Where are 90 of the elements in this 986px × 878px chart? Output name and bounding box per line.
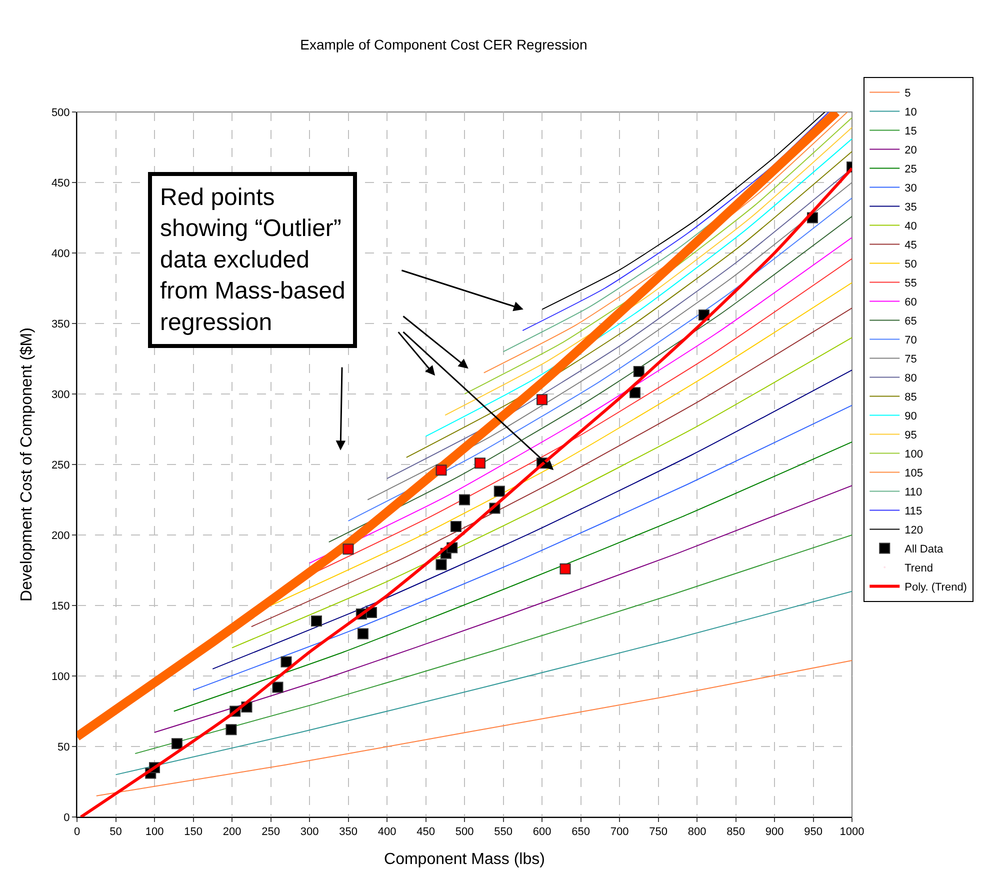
x-tick-label: 550 <box>494 826 512 838</box>
legend-label: 45 <box>904 240 917 252</box>
legend-label: 110 <box>904 486 922 499</box>
line-series <box>192 404 852 691</box>
legend-label: 50 <box>904 258 917 271</box>
x-tick-label: 450 <box>416 826 435 838</box>
chart-title: Example of Component Cost CER Regression <box>300 36 588 52</box>
legend-label: 25 <box>904 164 917 176</box>
line-series <box>173 441 852 712</box>
y-tick-label: 50 <box>58 741 70 754</box>
point <box>171 738 182 750</box>
x-tick-label: 0 <box>74 826 80 838</box>
y-tick-label: 500 <box>51 106 70 119</box>
legend-label: 85 <box>904 392 917 404</box>
point <box>436 464 447 476</box>
x-tick-label: 800 <box>688 826 706 838</box>
y-tick-label: 0 <box>64 812 70 824</box>
point <box>436 559 447 570</box>
legend-label: 75 <box>904 354 917 366</box>
point <box>459 494 470 506</box>
x-tick-label: 300 <box>300 826 319 838</box>
legend-label: 10 <box>904 106 917 119</box>
legend-label: 65 <box>904 316 917 328</box>
legend-label: 70 <box>904 334 917 347</box>
point <box>630 387 640 398</box>
line-series <box>522 112 830 332</box>
legend-label: 115 <box>904 506 922 518</box>
x-tick-label: 1000 <box>840 826 864 838</box>
legend-label: 30 <box>904 182 917 195</box>
point <box>633 366 644 377</box>
x-tick-label: 850 <box>726 826 745 838</box>
line-series <box>115 590 852 776</box>
point <box>494 486 505 497</box>
line-series <box>96 660 852 796</box>
y-tick-label: 350 <box>51 318 70 330</box>
y-tick-label: 150 <box>51 600 70 612</box>
x-tick-label: 200 <box>222 826 242 838</box>
x-tick-label: 150 <box>184 826 202 838</box>
point <box>226 724 237 736</box>
y-axis-title: Development Cost of Component ($M) <box>18 328 36 602</box>
x-tick-label: 950 <box>804 826 822 838</box>
line-series <box>542 112 826 310</box>
legend-label: 80 <box>904 372 917 385</box>
point <box>310 616 322 627</box>
point <box>474 458 486 469</box>
point <box>357 628 368 640</box>
legend-label: 5 <box>904 88 911 100</box>
line-series <box>154 485 852 733</box>
y-tick-label: 400 <box>51 248 70 260</box>
legend-label: 20 <box>904 144 917 157</box>
x-tick-label: 750 <box>649 826 668 838</box>
x-tick-label: 900 <box>765 826 784 838</box>
point <box>536 394 548 406</box>
x-tick-label: 400 <box>378 826 396 838</box>
x-tick-label: 350 <box>339 826 358 838</box>
point <box>272 682 284 693</box>
point <box>560 563 571 574</box>
legend-label: 105 <box>904 468 923 480</box>
annotation: Red points showing “Outlier” data excluded from Mass-based regression <box>160 184 346 336</box>
line-series <box>212 370 852 670</box>
point <box>280 656 292 668</box>
legend-label: 35 <box>904 202 917 214</box>
legend-label: 120 <box>904 524 923 537</box>
legend-label: 55 <box>904 278 917 290</box>
y-tick-label: 200 <box>51 530 70 542</box>
x-tick-label: 650 <box>572 826 590 838</box>
x-tick-label: 700 <box>610 826 629 838</box>
y-tick-label: 100 <box>51 670 70 683</box>
point <box>450 521 462 532</box>
legend-label: All Data <box>904 544 944 556</box>
legend-label: 95 <box>904 430 917 442</box>
x-axis-title: Component Mass (lbs) <box>384 850 545 868</box>
x-tick-label: 100 <box>145 826 164 838</box>
y-tick-label: 450 <box>51 177 70 190</box>
x-tick-label: 500 <box>455 826 474 838</box>
legend-label: 60 <box>904 296 917 309</box>
y-tick-label: 250 <box>51 459 70 472</box>
point <box>342 544 354 555</box>
line-series <box>232 337 852 648</box>
legend-label: 100 <box>904 448 923 461</box>
x-tick-label: 50 <box>110 826 122 838</box>
legend-label: 40 <box>904 220 917 233</box>
y-tick-label: 300 <box>51 388 70 401</box>
line-series <box>134 534 852 754</box>
legend-label: 15 <box>904 126 917 138</box>
legend-label: 90 <box>904 410 917 423</box>
legend-label: Poly. (Trend) <box>904 582 967 594</box>
x-tick-label: 250 <box>262 826 280 838</box>
x-tick-label: 600 <box>532 826 552 838</box>
text: Trend <box>904 562 933 575</box>
